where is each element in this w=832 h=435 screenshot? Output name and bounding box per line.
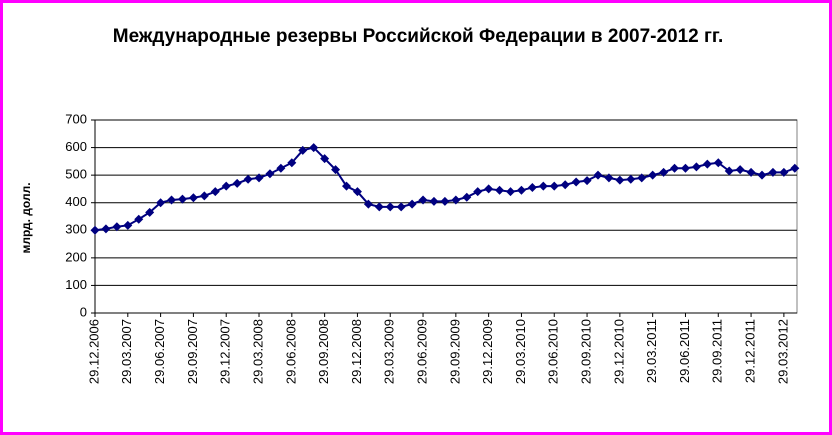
y-tick-label: 200: [65, 249, 87, 264]
y-tick-label: 600: [65, 139, 87, 154]
data-marker: [549, 181, 559, 191]
x-tick-label: 29.06.2009: [414, 319, 429, 384]
data-marker: [287, 158, 297, 168]
x-tick-label: 29.09.2008: [316, 319, 331, 384]
data-marker: [145, 207, 155, 217]
data-marker: [363, 199, 373, 209]
x-tick-label: 29.03.2010: [513, 319, 528, 384]
x-tick-label: 29.03.2007: [119, 319, 134, 384]
data-marker: [593, 170, 603, 180]
data-marker: [757, 170, 767, 180]
data-marker: [462, 192, 472, 202]
x-tick-label: 29.12.2011: [743, 319, 758, 383]
x-tick-label: 29.12.2010: [611, 319, 626, 384]
x-tick-label: 29.03.2012: [775, 319, 790, 384]
data-marker: [768, 167, 778, 177]
data-marker: [571, 177, 581, 187]
data-marker: [702, 159, 712, 169]
x-tick-label: 29.09.2009: [447, 319, 462, 384]
data-marker: [374, 202, 384, 212]
data-marker: [320, 154, 330, 164]
data-marker: [134, 214, 144, 224]
data-marker: [484, 184, 494, 194]
y-tick-label: 400: [65, 194, 87, 209]
data-marker: [691, 162, 701, 172]
x-tick-label: 29.06.2007: [152, 319, 167, 384]
x-tick-label: 29.09.2011: [710, 319, 725, 383]
data-marker: [199, 191, 209, 201]
data-marker: [473, 187, 483, 197]
y-tick-label: 700: [65, 111, 87, 126]
data-marker: [276, 163, 286, 173]
y-tick-label: 300: [65, 222, 87, 237]
data-marker: [670, 163, 680, 173]
data-marker: [648, 170, 658, 180]
x-tick-label: 29.06.2011: [677, 319, 692, 383]
data-marker: [407, 199, 417, 209]
data-marker: [101, 224, 111, 234]
x-tick-label: 29.03.2008: [250, 319, 265, 384]
data-marker: [90, 225, 100, 235]
x-tick-label: 29.03.2009: [382, 319, 397, 384]
x-tick-label: 29.12.2008: [349, 319, 364, 384]
plot-area: [94, 119, 798, 314]
data-marker: [724, 166, 734, 176]
data-marker: [713, 158, 723, 168]
data-marker: [440, 196, 450, 206]
x-tick-label: 29.12.2007: [218, 319, 233, 384]
data-marker: [210, 187, 220, 197]
data-marker: [298, 145, 308, 155]
data-marker: [177, 194, 187, 204]
x-tick-label: 29.06.2010: [546, 319, 561, 384]
chart: млрд. долл. 0 100 200 300 400 500 600 700 29.12.…: [19, 111, 800, 384]
data-marker: [451, 195, 461, 205]
x-tick-label: 29.06.2008: [283, 319, 298, 384]
data-marker: [429, 196, 439, 206]
data-marker: [396, 202, 406, 212]
data-marker: [495, 185, 505, 195]
data-marker: [538, 181, 548, 191]
chart-title: Международные резервы Российской Федерац…: [112, 26, 724, 47]
data-marker: [735, 165, 745, 175]
data-marker: [790, 163, 800, 173]
data-marker: [156, 198, 166, 208]
data-marker: [604, 173, 614, 183]
y-axis-label: млрд. долл.: [19, 182, 33, 253]
data-marker: [527, 183, 537, 193]
data-marker: [167, 195, 177, 205]
data-marker: [615, 175, 625, 185]
data-marker: [385, 202, 395, 212]
data-marker: [516, 185, 526, 195]
data-marker: [637, 173, 647, 183]
data-marker: [746, 167, 756, 177]
data-marker: [418, 195, 428, 205]
data-marker: [243, 174, 253, 184]
x-tick-label: 29.03.2011: [644, 319, 659, 383]
data-marker: [582, 176, 592, 186]
y-tick-label: 0: [80, 304, 87, 319]
y-tick-label: 500: [65, 167, 87, 182]
data-marker: [331, 165, 341, 175]
x-tick-label: 29.09.2010: [578, 319, 593, 384]
x-tick-label: 29.12.2006: [86, 319, 101, 384]
data-marker: [123, 220, 133, 230]
data-marker: [506, 187, 516, 197]
y-tick-label: 100: [65, 277, 87, 292]
data-marker: [265, 169, 275, 179]
data-marker: [232, 178, 242, 188]
data-marker: [680, 163, 690, 173]
data-marker: [221, 181, 231, 191]
data-marker: [560, 180, 570, 190]
data-marker: [112, 222, 122, 232]
data-marker: [779, 167, 789, 177]
data-marker: [188, 193, 198, 203]
data-marker: [341, 181, 351, 191]
data-marker: [626, 174, 636, 184]
x-tick-label: 29.12.2009: [480, 319, 495, 384]
x-tick-label: 29.09.2007: [185, 319, 200, 384]
data-marker: [309, 143, 319, 153]
data-marker: [352, 187, 362, 197]
data-marker: [659, 167, 669, 177]
